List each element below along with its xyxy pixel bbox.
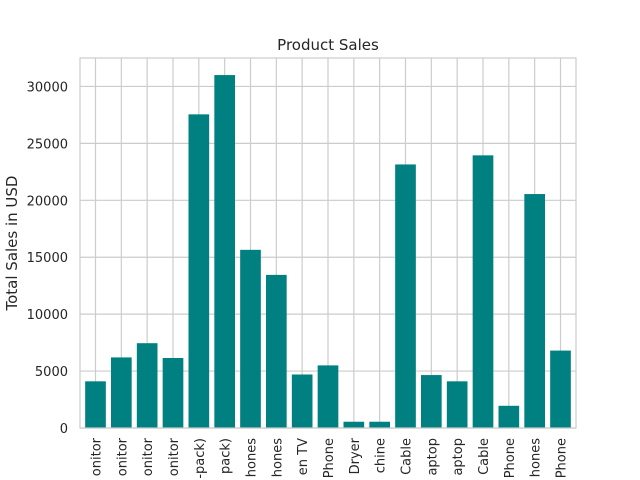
bar: [472, 155, 494, 429]
x-tick-label: chine: [374, 438, 389, 473]
bar: [369, 421, 390, 428]
y-axis-label: Total Sales in USD: [3, 176, 21, 312]
x-tick-label: Phone: [555, 438, 570, 478]
y-tick-label: 20000: [27, 194, 68, 209]
bar: [421, 375, 442, 428]
bar: [395, 164, 416, 428]
x-tick-label: en TV: [296, 438, 311, 475]
x-tick-label: onitor: [115, 437, 130, 476]
x-tick-labels: onitor onitor onitor onitor -pack) pack) hones…: [90, 437, 570, 478]
bar: [136, 343, 158, 428]
bar: [162, 357, 184, 428]
bar: [266, 274, 287, 428]
bar: [291, 374, 313, 428]
bar: [317, 365, 339, 428]
y-tick-label: 15000: [27, 251, 68, 266]
bar: [111, 357, 132, 428]
bar: [240, 249, 261, 428]
chart-title: Product Sales: [277, 36, 379, 54]
bar: [85, 381, 106, 428]
y-tick-label: 25000: [27, 137, 68, 152]
x-tick-label: aptop: [451, 438, 466, 476]
bar: [498, 405, 520, 428]
x-tick-label: onitor: [167, 437, 182, 476]
plot-frame: [79, 57, 577, 429]
y-tick-label: 0: [60, 422, 68, 437]
y-tick-label: 10000: [27, 308, 68, 323]
bar: [446, 381, 468, 428]
y-tick-label: 30000: [27, 80, 68, 95]
x-tick-label: aptop: [425, 438, 440, 476]
y-tick-labels: 0 5000 10000 15000 20000 25000 30000: [27, 80, 68, 437]
x-tick-label: pack): [219, 438, 234, 474]
x-tick-label: hones: [245, 438, 260, 477]
x-tick-label: hones: [529, 438, 544, 477]
x-tick-label: Phone: [503, 438, 518, 478]
x-tick-label: Phone: [322, 438, 337, 478]
x-tick-label: Cable: [477, 438, 492, 475]
bar: [188, 114, 210, 428]
x-tick-label: Cable: [400, 438, 415, 475]
x-tick-label: onitor: [141, 437, 156, 476]
bars: [85, 75, 571, 429]
x-tick-label: -pack): [193, 438, 208, 479]
y-tick-label: 5000: [35, 365, 68, 380]
bar: [343, 421, 365, 428]
bar: [524, 194, 545, 428]
x-tick-label: hones: [270, 438, 285, 477]
x-tick-label: onitor: [90, 437, 105, 476]
bar: [214, 75, 235, 429]
x-tick-label: Dryer: [348, 437, 363, 474]
bar: [550, 350, 571, 428]
